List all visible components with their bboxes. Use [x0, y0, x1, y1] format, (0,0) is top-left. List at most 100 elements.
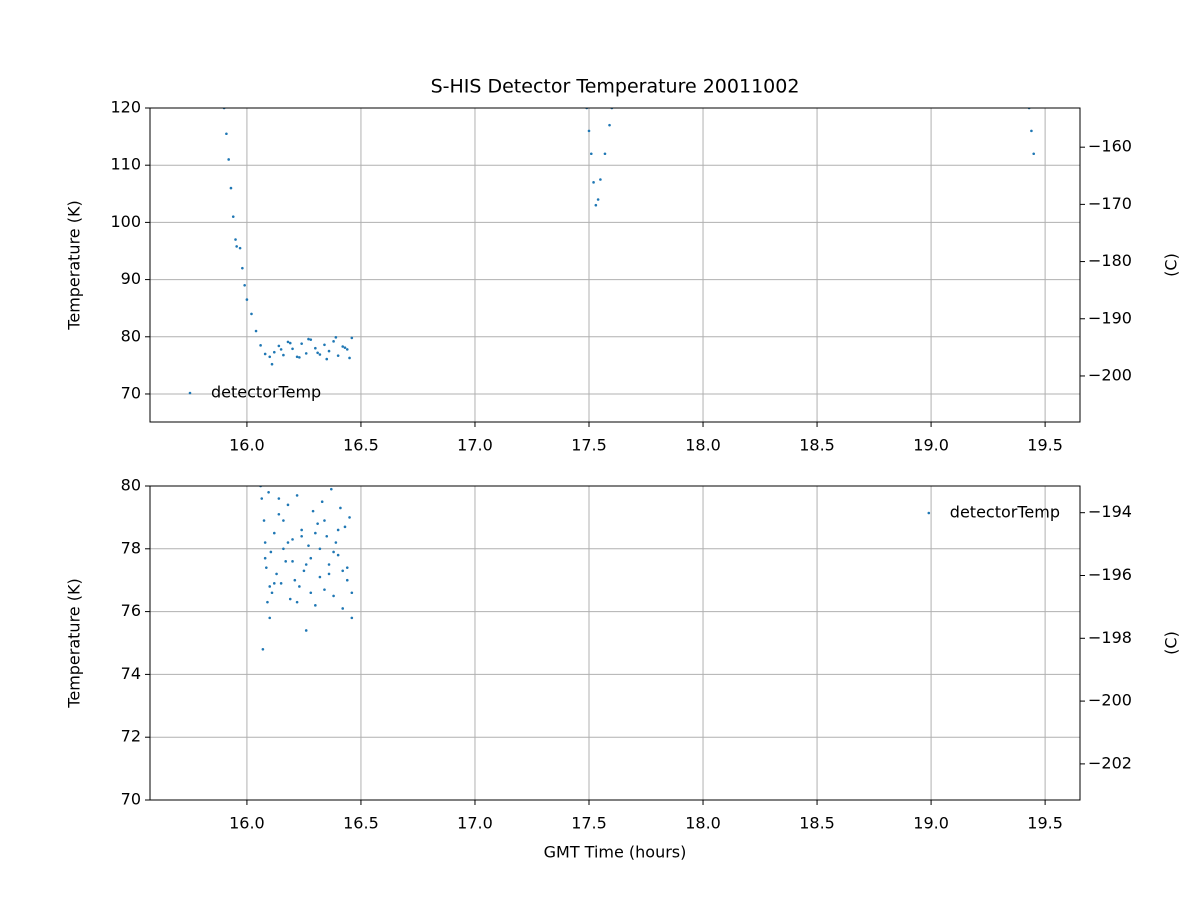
point: [263, 352, 267, 356]
point: [279, 348, 283, 351]
point: [268, 355, 272, 359]
x-tick-label: 19.0: [913, 436, 949, 455]
point: [295, 355, 299, 359]
y-tick-label: 70: [121, 790, 141, 809]
y-tick-label: 80: [121, 476, 141, 495]
chart-title: S-HIS Detector Temperature 20011002: [431, 76, 800, 98]
x-tick-label: 16.5: [343, 436, 379, 455]
point: [327, 563, 331, 566]
point: [291, 538, 294, 541]
point: [589, 152, 593, 156]
point: [298, 585, 301, 588]
point: [307, 544, 310, 547]
point: [596, 198, 600, 201]
point: [316, 522, 319, 525]
point: [275, 572, 278, 576]
point: [284, 560, 287, 563]
y-axis-label: Temperature (K): [65, 578, 84, 708]
plot-area: [222, 108, 1036, 366]
legend-label: detectorTemp: [211, 383, 321, 402]
y2-tick-label: −170: [1088, 194, 1132, 213]
point: [268, 585, 272, 588]
point: [341, 607, 345, 610]
point: [238, 246, 242, 250]
point: [286, 503, 290, 507]
y-tick-label: 74: [121, 664, 141, 683]
point: [316, 351, 319, 355]
y2-tick-label: −196: [1088, 565, 1132, 584]
point: [298, 356, 301, 359]
y2-axis-label: (C): [1162, 253, 1181, 277]
point: [272, 350, 276, 354]
point: [263, 556, 267, 560]
point: [343, 346, 347, 349]
point: [282, 353, 285, 357]
point: [254, 329, 258, 333]
point: [309, 591, 313, 595]
x-tick-label: 18.5: [799, 814, 835, 833]
point: [325, 534, 329, 538]
point: [345, 566, 349, 569]
point: [334, 541, 338, 544]
point: [288, 341, 292, 345]
point: [345, 578, 349, 582]
point: [318, 575, 322, 579]
point: [330, 487, 333, 491]
point: [270, 362, 274, 366]
point: [272, 582, 276, 585]
y-tick-label: 72: [121, 727, 141, 746]
point: [241, 266, 244, 270]
point: [314, 604, 317, 607]
point: [348, 516, 351, 519]
point: [225, 132, 228, 136]
point: [277, 344, 281, 348]
y-tick-label: 70: [121, 383, 141, 402]
x-tick-label: 16.0: [229, 436, 265, 455]
point: [339, 506, 342, 510]
x-tick-label: 16.0: [229, 814, 265, 833]
point: [300, 528, 303, 532]
point: [587, 129, 591, 133]
point: [332, 340, 335, 343]
point: [318, 353, 322, 356]
point: [269, 550, 273, 554]
x-tick-label: 17.5: [571, 436, 607, 455]
plot-area: [259, 486, 354, 651]
point: [336, 354, 340, 357]
x-tick-label: 17.5: [571, 814, 607, 833]
y-tick-label: 110: [110, 155, 141, 174]
point: [350, 591, 354, 595]
point: [229, 186, 233, 190]
point: [277, 512, 281, 516]
point: [608, 123, 611, 127]
y-tick-label: 120: [110, 98, 141, 117]
y-tick-label: 100: [110, 212, 141, 231]
point: [293, 578, 297, 582]
point: [332, 594, 335, 598]
legend-label: detectorTemp: [950, 503, 1060, 522]
point: [227, 158, 230, 161]
point: [291, 347, 294, 351]
point: [261, 647, 265, 651]
point: [268, 616, 272, 620]
point: [272, 531, 276, 535]
point: [286, 541, 290, 544]
point: [599, 178, 602, 181]
y-tick-label: 90: [121, 269, 141, 288]
y-tick-label: 78: [121, 538, 141, 557]
point: [350, 336, 354, 340]
point: [295, 494, 299, 497]
point: [304, 352, 308, 355]
point: [282, 547, 285, 551]
point: [341, 569, 345, 573]
y2-tick-label: −180: [1088, 251, 1132, 270]
x-axis-label: GMT Time (hours): [544, 843, 687, 862]
point: [323, 343, 326, 347]
y2-tick-label: −198: [1088, 628, 1132, 647]
point: [341, 345, 345, 348]
point: [594, 203, 598, 207]
point: [295, 600, 299, 604]
point: [300, 342, 303, 345]
